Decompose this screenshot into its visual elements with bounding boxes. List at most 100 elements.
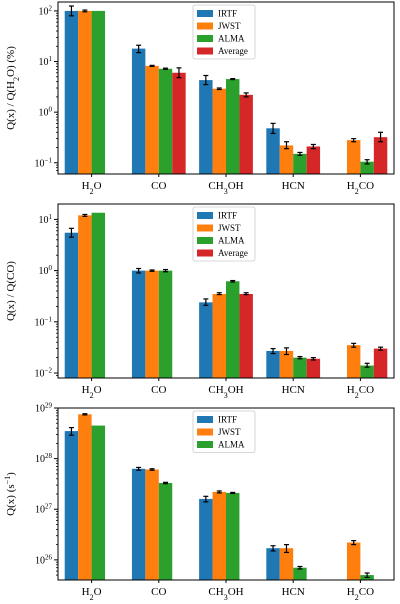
- error-bar: [283, 141, 289, 150]
- error-bar: [82, 413, 88, 416]
- bar: [279, 548, 294, 580]
- bar: [91, 212, 106, 378]
- category-label: HCN: [282, 180, 305, 192]
- bar: [279, 350, 294, 378]
- category-label: H2CO: [347, 180, 374, 196]
- bar: [199, 302, 213, 378]
- legend-swatch: [197, 237, 213, 244]
- y-tick-label: 101: [39, 55, 53, 68]
- label-part: 2: [355, 593, 359, 602]
- bar: [212, 88, 226, 174]
- bar: [279, 145, 294, 174]
- bar: [199, 80, 213, 174]
- bar: [306, 146, 321, 174]
- y-tick-label: 1029: [35, 402, 53, 415]
- label-part: Q(x) (s: [5, 484, 17, 515]
- bar: [145, 65, 159, 174]
- error-bar: [270, 348, 276, 355]
- label-part: HCN: [282, 180, 305, 192]
- label-part: Q(x) / Q(CO): [5, 261, 17, 321]
- category-label: H2O: [82, 586, 102, 602]
- label-part: H: [347, 586, 355, 598]
- error-bar: [82, 213, 88, 217]
- label-part: H: [82, 586, 90, 598]
- label-part: Q(x) / Q(H: [5, 81, 17, 130]
- label-part: 2: [90, 187, 94, 196]
- bar: [91, 425, 106, 580]
- bar: [78, 215, 92, 378]
- bar: [78, 414, 92, 580]
- error-bar: [203, 298, 209, 306]
- legend-label: JWST: [218, 427, 241, 437]
- legend-swatch: [197, 10, 213, 17]
- bar: [64, 10, 79, 174]
- label-part: H: [82, 180, 90, 192]
- bar: [158, 482, 173, 580]
- label-part: HCN: [282, 384, 305, 396]
- label-part: CO: [151, 586, 166, 598]
- category-label: H2CO: [347, 586, 374, 602]
- bar: [226, 492, 240, 580]
- label-part: −1: [3, 476, 12, 485]
- error-bar: [149, 269, 155, 272]
- label-part: CH: [208, 180, 223, 192]
- legend-label: ALMA: [218, 440, 245, 450]
- label-part: CO: [151, 384, 166, 396]
- error-bar: [283, 544, 289, 554]
- bar: [266, 128, 280, 174]
- legend-swatch: [197, 249, 213, 257]
- label-part: 2: [355, 187, 359, 196]
- error-bar: [270, 122, 276, 135]
- legend-box: [192, 4, 256, 60]
- legend-box: [192, 206, 256, 262]
- error-bar: [230, 491, 236, 495]
- bar: [346, 542, 361, 580]
- error-bar: [163, 67, 169, 70]
- category-label: H2O: [82, 384, 102, 400]
- label-part: CO: [359, 180, 374, 192]
- legend-swatch: [197, 22, 213, 30]
- category-label: CO: [151, 586, 166, 598]
- error-bar: [136, 466, 142, 471]
- bar: [266, 350, 280, 378]
- label-part: O) (%): [5, 46, 17, 77]
- legend-label: IRTF: [218, 415, 237, 425]
- bar: [239, 293, 253, 378]
- legend-label: IRTF: [218, 211, 237, 221]
- category-label: CH3OH: [208, 180, 243, 196]
- bar: [346, 345, 361, 378]
- error-bar: [351, 138, 357, 143]
- legend-swatch: [197, 224, 213, 232]
- legend-swatch: [197, 441, 213, 448]
- error-bar: [82, 9, 88, 13]
- label-part: HCN: [282, 586, 305, 598]
- legend-swatch: [197, 35, 213, 42]
- y-tick-label: 102: [39, 4, 53, 17]
- label-part: H: [347, 180, 355, 192]
- bar: [131, 270, 146, 378]
- error-bar: [310, 143, 316, 150]
- legend-label: JWST: [218, 223, 241, 233]
- bar: [64, 232, 79, 378]
- category-label: CH3OH: [208, 586, 243, 602]
- error-bar: [216, 292, 222, 296]
- bar: [346, 140, 361, 174]
- legend: IRTF JWST ALMA: [192, 410, 256, 453]
- error-bar: [230, 77, 236, 81]
- error-bar: [243, 92, 249, 98]
- bar: [172, 72, 186, 174]
- label-part: 2: [90, 593, 94, 602]
- error-bar: [163, 481, 169, 485]
- error-bar: [364, 572, 370, 579]
- y-tick-label: 1026: [35, 553, 53, 566]
- error-bar: [364, 362, 370, 368]
- error-bar: [176, 67, 182, 79]
- error-bar: [297, 355, 303, 360]
- bar: [293, 153, 307, 174]
- y-tick-label: 100: [39, 106, 53, 119]
- legend-label: JWST: [218, 21, 241, 31]
- error-bar: [351, 540, 357, 546]
- label-part: CH: [208, 586, 223, 598]
- error-bar: [310, 357, 316, 361]
